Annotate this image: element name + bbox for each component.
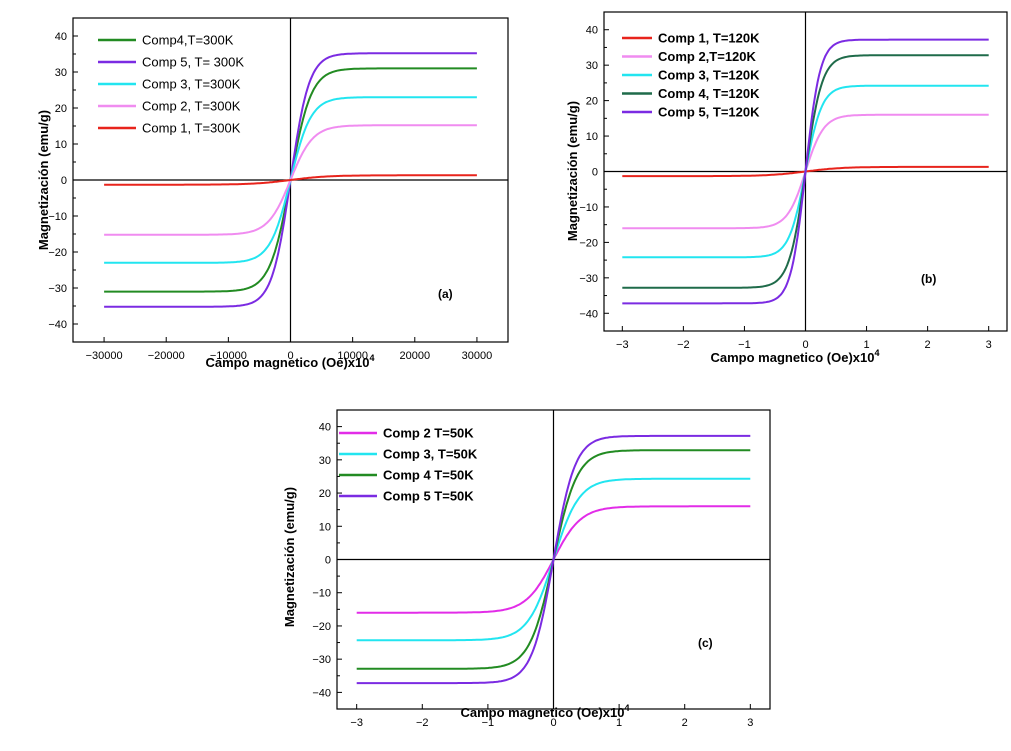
series-line-4 xyxy=(356,434,751,685)
y-tick-label: −10 xyxy=(48,211,67,223)
y-tick-label: −40 xyxy=(579,308,598,320)
x-axis-label: Campo magnetico (Oe)x104 xyxy=(205,353,374,370)
y-tick-label: 10 xyxy=(319,521,331,533)
y-tick-label: −20 xyxy=(48,247,67,259)
chart-panel-a: −40 −30 −20 −10 0 10 20 30 40 −30000 −20000 −10000 0… xyxy=(36,17,509,370)
y-tick-label: 40 xyxy=(319,422,331,434)
x-tick-label: 30000 xyxy=(462,350,493,362)
legend-label: Comp 4 T=50K xyxy=(383,468,474,483)
legend-label: Comp 2 T=50K xyxy=(383,426,474,441)
x-tick-label: −10000 xyxy=(210,350,247,362)
x-axis-label-superscript: 4 xyxy=(874,348,879,358)
legend-label: Comp 3, T=50K xyxy=(383,447,478,462)
x-tick-label: −20000 xyxy=(148,350,185,362)
x-tick-label: −2 xyxy=(677,339,690,351)
x-axis-label: Campo magnetico (Oe)x104 xyxy=(710,348,879,365)
x-tick-label: −1 xyxy=(482,717,495,729)
x-tick-label: 2 xyxy=(682,717,688,729)
y-tick-label: 0 xyxy=(325,555,331,567)
x-tick-label: −2 xyxy=(416,717,429,729)
y-tick-label: 40 xyxy=(586,25,598,37)
x-axis-label: Campo magnetico (Oe)x104 xyxy=(460,703,629,720)
y-axis-label: Magnetización (emu/g) xyxy=(36,110,51,250)
y-axis-label: Magnetización (emu/g) xyxy=(565,101,580,241)
y-tick-label: −30 xyxy=(579,273,598,285)
panel-label: (c) xyxy=(698,636,713,650)
x-tick-label: 0 xyxy=(287,350,293,362)
x-tick-label: 0 xyxy=(550,717,556,729)
y-tick-label: 20 xyxy=(55,103,67,115)
x-tick-label: 1 xyxy=(616,717,622,729)
legend-label: Comp4,T=300K xyxy=(142,33,234,48)
legend-label: Comp 4, T=120K xyxy=(658,86,760,101)
x-tick-label: −3 xyxy=(350,717,363,729)
legend-label: Comp 5 T=50K xyxy=(383,489,474,504)
y-tick-label: 0 xyxy=(592,167,598,179)
legend-label: Comp 3, T=300K xyxy=(142,77,241,92)
panel-label: (a) xyxy=(438,287,453,301)
y-tick-label: 10 xyxy=(586,131,598,143)
legend-label: Comp 1, T=120K xyxy=(658,31,760,46)
x-tick-label: 2 xyxy=(925,339,931,351)
x-axis-label-superscript: 4 xyxy=(369,353,374,363)
x-axis-label-superscript: 4 xyxy=(624,703,629,713)
series-line-5 xyxy=(104,174,477,186)
x-tick-label: 1 xyxy=(863,339,869,351)
y-tick-label: −10 xyxy=(312,588,331,600)
x-tick-label: 3 xyxy=(986,339,992,351)
x-tick-label: −30000 xyxy=(86,350,123,362)
legend-label: Comp 5, T=120K xyxy=(658,105,760,120)
y-axis-label: Magnetización (emu/g) xyxy=(282,487,297,627)
y-tick-label: 40 xyxy=(55,31,67,43)
y-tick-label: −30 xyxy=(312,654,331,666)
x-tick-label: 10000 xyxy=(337,350,368,362)
series-line-5 xyxy=(622,38,989,305)
y-tick-label: 30 xyxy=(319,455,331,467)
legend-label: Comp 2, T=300K xyxy=(142,99,241,114)
legend-label: Comp 2,T=120K xyxy=(658,49,757,64)
y-tick-label: 10 xyxy=(55,139,67,151)
y-tick-label: 20 xyxy=(319,488,331,500)
y-tick-label: −10 xyxy=(579,202,598,214)
legend-label: Comp 5, T= 300K xyxy=(142,55,244,70)
y-tick-label: −30 xyxy=(48,283,67,295)
panel-label: (b) xyxy=(921,272,936,286)
x-tick-label: −3 xyxy=(616,339,629,351)
x-tick-label: 20000 xyxy=(399,350,430,362)
x-tick-label: 3 xyxy=(747,717,753,729)
legend-label: Comp 3, T=120K xyxy=(658,68,760,83)
y-tick-label: 30 xyxy=(55,67,67,79)
y-tick-label: 0 xyxy=(61,175,67,187)
y-tick-label: −40 xyxy=(48,319,67,331)
legend-label: Comp 1, T=300K xyxy=(142,121,241,136)
y-tick-label: −40 xyxy=(312,687,331,699)
x-tick-label: 0 xyxy=(802,339,808,351)
y-tick-label: −20 xyxy=(312,621,331,633)
x-tick-label: −1 xyxy=(738,339,751,351)
y-tick-label: −20 xyxy=(579,237,598,249)
y-tick-label: 30 xyxy=(586,60,598,72)
y-tick-label: 20 xyxy=(586,96,598,108)
